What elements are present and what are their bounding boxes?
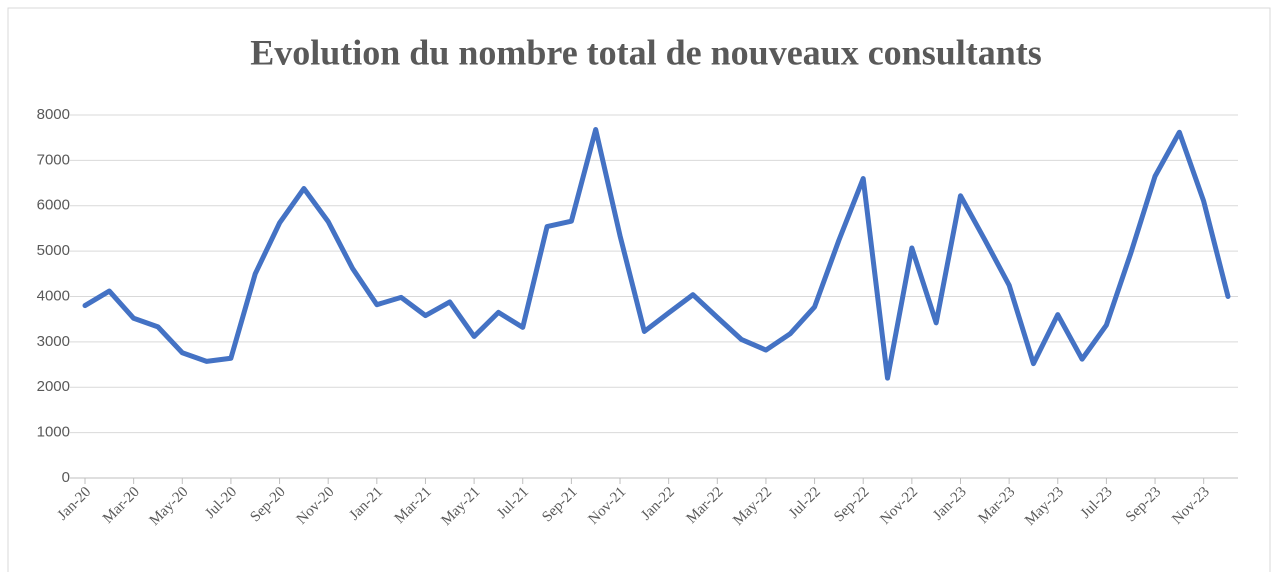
y-tick-label: 5000	[37, 242, 70, 259]
y-tick-label: 4000	[37, 287, 70, 304]
y-tick-label: 3000	[37, 333, 70, 350]
chart-border	[7, 7, 1271, 572]
y-tick-label: 1000	[37, 424, 70, 441]
y-tick-label: 2000	[37, 378, 70, 395]
chart-title: Evolution du nombre total de nouveaux co…	[250, 32, 1042, 72]
y-tick-label: 0	[62, 469, 70, 486]
data-line	[82, 127, 1231, 381]
y-tick-label: 8000	[37, 106, 70, 123]
y-tick-label: 6000	[37, 197, 70, 214]
y-tick-label: 7000	[37, 151, 70, 168]
